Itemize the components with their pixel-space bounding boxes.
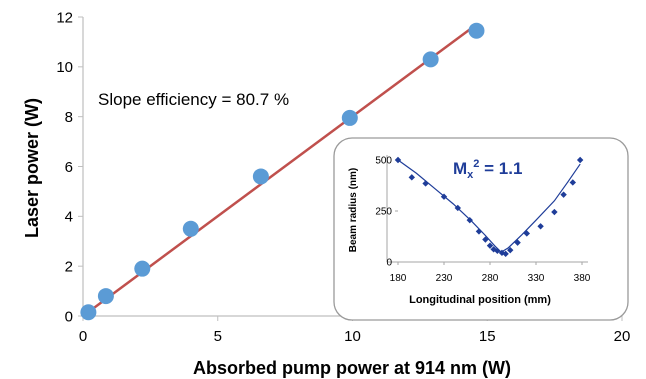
data-point [408,174,415,181]
inset-title: Mx2 = 1.1 [453,158,522,181]
x-tick-label: 0 [79,328,87,345]
data-point [523,230,530,237]
data-point [454,204,461,212]
inset-x-label: Longitudinal position (mm) [409,294,551,306]
main-annotation: Slope efficiency = 80.7 % [98,90,289,109]
data-point [134,260,151,277]
data-point [551,208,558,216]
data-point [422,180,429,187]
data-point [341,109,358,126]
x-tick-label: 5 [214,328,222,345]
y-tick-label: 6 [65,159,73,176]
y-tick-label: 0 [65,308,73,325]
y-tick-label: 500 [375,156,392,167]
data-point [182,220,199,237]
data-point [482,236,489,243]
inset-data-points [394,156,584,258]
data-point [440,193,448,200]
data-point [252,168,269,185]
data-point [507,246,514,254]
x-tick-label: 230 [436,273,453,284]
inset-title-sup: 2 [473,158,479,170]
data-point [422,51,439,68]
data-point [97,288,114,305]
data-point [494,247,501,254]
x-tick-label: 180 [390,273,407,284]
data-point [514,239,521,246]
y-tick-label: 2 [65,258,73,275]
x-tick-label: 20 [614,328,631,345]
inset-title-sub: x [467,169,474,181]
data-point [394,156,402,164]
data-point [486,242,494,249]
data-point [576,156,584,164]
y-tick-label: 4 [65,209,73,226]
data-point [475,228,483,235]
inset-title-m: M [453,159,467,178]
data-point [502,250,509,258]
y-tick-label: 12 [56,9,73,26]
x-tick-label: 380 [574,273,591,284]
y-tick-label: 0 [386,258,392,269]
main-y-label: Laser power (W) [22,98,42,238]
x-tick-label: 330 [528,273,545,284]
inset-frame [333,137,629,321]
y-tick-label: 10 [56,59,73,76]
y-tick-label: 250 [375,207,392,218]
y-tick-label: 8 [65,109,73,126]
x-tick-label: 15 [479,328,496,345]
data-point [560,191,567,198]
data-point [80,304,97,321]
main-data-points [80,22,485,321]
inset-title-suffix: = 1.1 [479,159,522,178]
data-point [569,179,576,186]
data-point [466,216,473,224]
main-x-label: Absorbed pump power at 914 nm (W) [193,358,511,378]
inset-tick-group: 180 230 280 330 380 0 250 500 [375,156,590,285]
data-point [468,22,485,39]
data-point [537,223,544,230]
x-tick-label: 280 [482,273,499,284]
x-tick-label: 10 [344,328,361,345]
inset-y-label: Beam radius (nm) [348,168,359,252]
inset-chart: 180 230 280 330 380 0 250 500 Mx2 = 1.1 Longitu… [333,137,629,321]
